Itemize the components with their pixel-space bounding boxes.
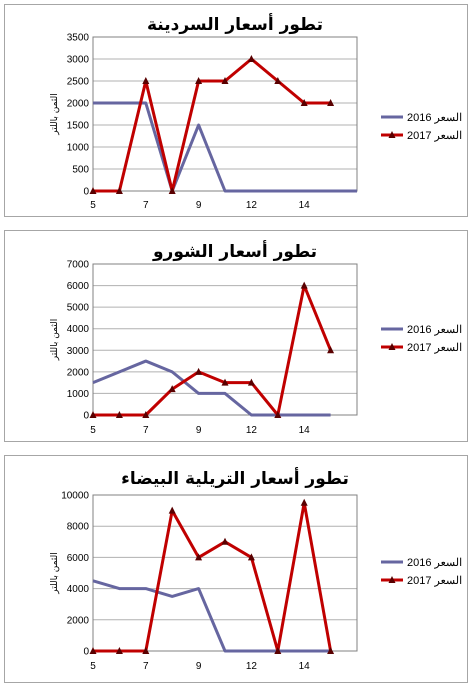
data-point-marker [142,647,150,654]
x-tick-label: 7 [143,661,149,672]
data-point-marker [142,411,150,418]
data-point-marker [195,367,203,375]
y-tick-label: 5000 [67,303,90,314]
data-point-marker [115,187,123,194]
data-point-marker [327,346,335,354]
y-tick-label: 0 [83,187,89,198]
data-point-marker [247,55,255,62]
y-tick-label: 6000 [67,281,90,292]
data-point-marker [300,99,308,106]
chart-title: تطور أسعار السردينة [147,13,323,35]
y-tick-label: 2000 [67,615,90,626]
series-line-2017 [93,57,331,193]
legend-marker [388,131,396,138]
series-line-2017 [93,501,333,653]
series-line-2016 [93,101,357,193]
data-point-marker [274,411,282,418]
data-point-marker [274,647,282,654]
y-tick-label: 3500 [67,33,90,44]
chart-panel-shouro: تطور أسعار الشورو 0 1000 2000 3000 4000 5000 60… [4,230,468,442]
y-tick-label: 4000 [67,324,90,335]
x-tick-label: 12 [246,425,258,436]
legend-label: 2017 السعر [407,130,462,142]
legend-label: 2017 السعر [407,575,462,587]
x-tick-label: 9 [196,200,202,211]
data-point-marker [300,281,308,289]
data-point-marker [247,378,255,386]
legend-marker [388,576,396,583]
plot-area [92,36,358,192]
data-point-marker [221,77,229,84]
legend-label: 2016 السعر [407,112,462,124]
y-axis-label: الثمن باللتر [50,319,60,362]
y-tick-label: 1000 [67,389,90,400]
x-tick-label: 12 [246,200,258,211]
data-point-marker [221,378,229,386]
x-tick-label: 5 [90,425,96,436]
data-point-marker [168,506,176,514]
y-tick-label: 1500 [67,121,90,132]
y-tick-label: 2500 [67,77,90,88]
data-point-marker [327,647,335,654]
chart-svg-white-trilia: تطور أسعار التريلية البيضاء 0 2000 4000 6000… [50,467,462,672]
y-tick-label: 500 [72,165,89,176]
y-axis-label: الثمن باللتر [50,552,60,595]
plot-area [92,263,358,416]
x-tick-label: 14 [299,200,311,211]
data-point-marker [115,411,123,418]
data-point-marker [168,187,176,194]
x-tick-label: 14 [299,425,311,436]
y-tick-label: 3000 [67,55,90,66]
data-point-marker [221,537,229,545]
y-tick-label: 3000 [67,346,90,357]
y-axis-label: الثمن باللتر [50,93,60,136]
data-point-marker [168,385,176,393]
series-line-2016 [92,579,331,653]
chart-title: تطور أسعار التريلية البيضاء [121,467,349,489]
chart-panel-white-trilia: تطور أسعار التريلية البيضاء 0 2000 4000 6000… [4,455,468,683]
data-point-marker [89,187,97,194]
y-tick-label: 7000 [67,260,90,271]
series-line-2016 [92,359,331,417]
data-point-marker [195,553,203,561]
chart-svg-sardine: تطور أسعار السردينة 0 500 1000 1500 2000 2500 3… [50,13,462,211]
y-tick-label: 10000 [61,491,89,502]
x-tick-label: 5 [90,200,96,211]
legend-marker [388,343,396,350]
y-tick-label: 0 [83,647,89,658]
chart-panel-sardine: تطور أسعار السردينة 0 500 1000 1500 2000 2500 3… [4,4,468,217]
x-tick-label: 7 [143,200,149,211]
y-tick-label: 6000 [67,553,90,564]
data-point-marker [195,77,203,84]
legend-label: 2017 السعر [407,342,462,354]
data-point-marker [274,77,282,84]
data-point-marker [115,647,123,654]
data-point-marker [247,553,255,561]
x-tick-label: 9 [196,425,202,436]
legend-label: 2016 السعر [407,557,462,569]
data-point-marker [89,647,97,654]
x-tick-label: 9 [196,661,202,672]
data-point-marker [142,77,150,84]
chart-svg-shouro: تطور أسعار الشورو 0 1000 2000 3000 4000 5000 60… [50,240,462,436]
y-tick-label: 0 [83,411,89,422]
x-tick-label: 7 [143,425,149,436]
data-point-marker [300,498,308,506]
series-line-2017 [93,284,332,417]
data-point-marker [89,411,97,418]
y-tick-label: 2000 [67,367,90,378]
chart-title: تطور أسعار الشورو [152,240,317,262]
x-tick-label: 12 [246,661,258,672]
x-tick-label: 14 [299,661,311,672]
y-tick-label: 1000 [67,143,90,154]
y-tick-label: 2000 [67,99,90,110]
y-tick-label: 4000 [67,584,90,595]
x-tick-label: 5 [90,661,96,672]
data-point-marker [327,99,335,106]
legend-label: 2016 السعر [407,324,462,336]
y-tick-label: 8000 [67,522,90,533]
